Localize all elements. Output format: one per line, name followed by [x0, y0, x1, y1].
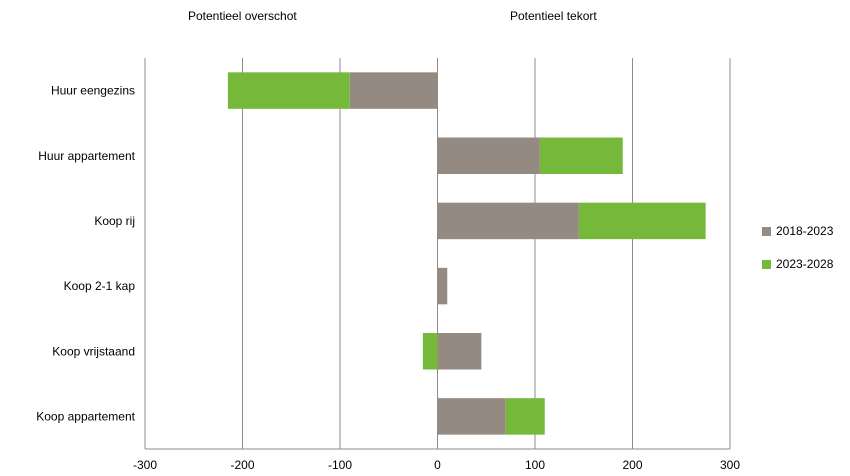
bars — [227, 72, 706, 435]
category-label: Huur eengezins — [51, 84, 135, 98]
category-label: Koop rij — [94, 214, 135, 228]
bar-series1-4 — [437, 333, 482, 370]
category-label: Koop 2-1 kap — [64, 279, 136, 293]
bar-series1-3 — [437, 267, 448, 305]
legend-swatch-series2 — [762, 259, 771, 269]
x-tick-label: -100 — [328, 458, 352, 472]
legend-label-series1: 2018-2023 — [776, 224, 834, 238]
legend: 2018-2023 2023-2028 — [762, 221, 833, 287]
x-tick-label: 100 — [525, 458, 545, 472]
grid-lines — [144, 58, 731, 450]
bar-series2-4 — [422, 333, 438, 370]
x-tick-label: -300 — [133, 458, 157, 472]
legend-item-series1: 2018-2023 — [762, 221, 833, 241]
legend-label-series2: 2023-2028 — [776, 257, 834, 271]
bar-series1-5 — [437, 398, 506, 435]
header-potential-surplus: Potentieel overschot — [188, 9, 297, 23]
header-potential-shortage: Potentieel tekort — [510, 9, 597, 23]
bar-series1-1 — [437, 137, 540, 174]
legend-swatch-series1 — [762, 226, 771, 236]
category-label: Huur appartement — [38, 149, 135, 163]
legend-item-series2: 2023-2028 — [762, 254, 833, 274]
category-label: Koop vrijstaand — [52, 344, 135, 358]
bar-series2-0 — [227, 72, 350, 109]
bar-series1-2 — [437, 202, 579, 240]
x-tick-label: -200 — [230, 458, 254, 472]
bar-series1-0 — [349, 72, 438, 109]
x-tick-label: 200 — [622, 458, 642, 472]
category-labels: Huur eengezins Huur appartement Koop rij Ko… — [36, 84, 135, 424]
x-tick-label: 300 — [720, 458, 740, 472]
bar-series2-2 — [578, 202, 706, 240]
category-label: Koop appartement — [36, 409, 135, 423]
x-tick-labels: -300 -200 -100 0 100 200 300 — [133, 458, 740, 472]
x-tick-label: 0 — [434, 458, 441, 472]
bar-series2-5 — [505, 398, 545, 435]
bar-series2-1 — [539, 137, 623, 174]
